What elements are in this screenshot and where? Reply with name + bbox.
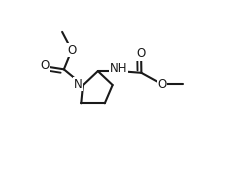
Text: O: O: [67, 44, 76, 57]
Text: NH: NH: [110, 62, 128, 75]
Text: O: O: [40, 59, 50, 72]
Text: N: N: [74, 78, 83, 91]
Text: O: O: [157, 78, 167, 91]
Text: O: O: [136, 47, 146, 60]
